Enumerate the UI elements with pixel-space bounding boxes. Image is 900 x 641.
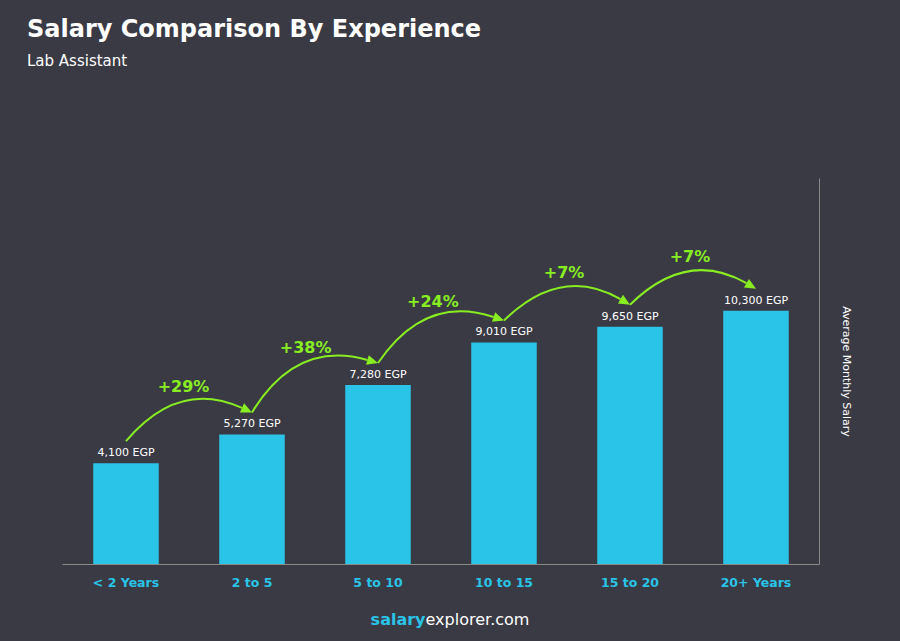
svg-text:2 to 5: 2 to 5 <box>232 575 273 590</box>
svg-text:7,280 EGP: 7,280 EGP <box>349 368 406 381</box>
svg-text:5 to 10: 5 to 10 <box>353 575 403 590</box>
svg-text:+38%: +38% <box>280 338 332 357</box>
svg-text:15 to 20: 15 to 20 <box>601 575 659 590</box>
svg-text:Lab Assistant: Lab Assistant <box>27 52 127 70</box>
svg-text:Salary Comparison By Experienc: Salary Comparison By Experience <box>27 15 481 43</box>
svg-text:20+ Years: 20+ Years <box>721 575 792 590</box>
svg-text:4,100 EGP: 4,100 EGP <box>97 446 154 459</box>
svg-text:+29%: +29% <box>158 377 210 396</box>
svg-text:5,270 EGP: 5,270 EGP <box>223 417 280 430</box>
svg-text:9,010 EGP: 9,010 EGP <box>475 325 532 338</box>
svg-text:+7%: +7% <box>544 263 585 282</box>
svg-text:Average Monthly Salary: Average Monthly Salary <box>840 306 853 437</box>
svg-text:+24%: +24% <box>407 292 459 311</box>
svg-text:9,650 EGP: 9,650 EGP <box>601 310 658 323</box>
svg-text:< 2 Years: < 2 Years <box>93 575 159 590</box>
svg-text:10 to 15: 10 to 15 <box>475 575 533 590</box>
svg-text:10,300 EGP: 10,300 EGP <box>724 294 788 307</box>
svg-text:+7%: +7% <box>670 247 711 266</box>
svg-text:salary: salary <box>371 610 426 629</box>
svg-text:explorer.com: explorer.com <box>426 610 530 629</box>
